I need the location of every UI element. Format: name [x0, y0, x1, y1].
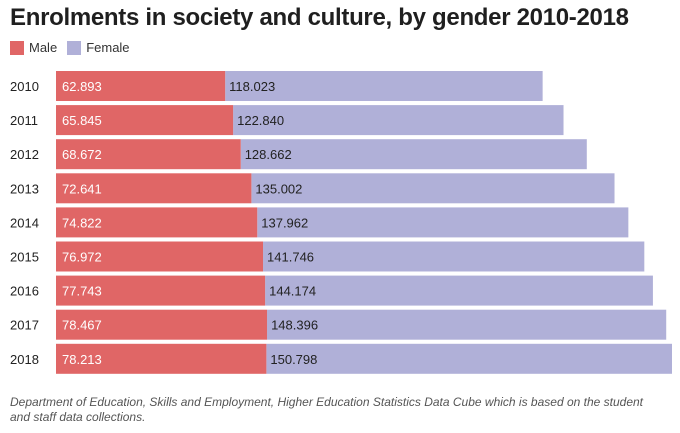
legend: Male Female — [10, 40, 140, 55]
data-label-male: 72.641 — [62, 181, 102, 196]
bar-male — [56, 207, 258, 238]
category-label: 2013 — [10, 181, 39, 196]
bar-female — [233, 105, 564, 136]
data-label-female: 137.962 — [261, 215, 308, 230]
bar-male — [56, 275, 266, 306]
data-label-male: 74.822 — [62, 215, 102, 230]
bar-male — [56, 173, 252, 204]
bar-female — [267, 309, 667, 340]
data-label-male: 78.467 — [62, 318, 102, 333]
data-label-male: 76.972 — [62, 250, 102, 265]
data-label-female: 144.174 — [269, 284, 316, 299]
bar-male — [56, 105, 234, 136]
data-label-female: 118.023 — [229, 79, 275, 94]
legend-label-female: Female — [86, 40, 130, 55]
category-label: 2011 — [10, 113, 38, 128]
data-label-female: 135.002 — [255, 181, 302, 196]
data-label-female: 148.396 — [271, 318, 318, 333]
bar-male — [56, 309, 268, 340]
bar-male — [56, 241, 264, 272]
category-label: 2010 — [10, 79, 39, 94]
bar-female — [265, 275, 653, 306]
data-label-male: 68.672 — [62, 147, 102, 162]
data-label-male: 77.743 — [62, 284, 102, 299]
legend-swatch-female — [67, 40, 82, 55]
bar-female — [257, 207, 629, 238]
category-label: 2012 — [10, 147, 39, 162]
bar-female — [251, 173, 615, 204]
source-note: Department of Education, Skills and Empl… — [10, 395, 644, 424]
bar-female — [263, 241, 645, 272]
data-label-female: 150.798 — [270, 352, 317, 367]
bar-female — [225, 71, 543, 101]
data-label-male: 62.893 — [62, 79, 102, 94]
bar-male — [56, 139, 241, 170]
bar-female — [240, 139, 587, 170]
data-label-female: 141.746 — [267, 250, 314, 265]
category-label: 2017 — [10, 318, 39, 333]
bar-male — [56, 343, 267, 374]
category-label: 2015 — [10, 250, 39, 265]
chart-title: Enrolments in society and culture, by ge… — [10, 4, 629, 31]
category-label: 2018 — [10, 352, 39, 367]
legend-swatch-male — [10, 40, 24, 55]
category-label: 2014 — [10, 215, 39, 230]
category-label: 2016 — [10, 284, 39, 299]
data-label-female: 128.662 — [245, 147, 292, 162]
legend-item-female: Female — [67, 40, 130, 55]
bar-male — [56, 71, 226, 101]
bar-female — [266, 343, 672, 374]
data-label-female: 122.840 — [237, 113, 284, 128]
data-label-male: 78.213 — [62, 352, 102, 367]
data-label-male: 65.845 — [62, 113, 102, 128]
legend-item-male: Male — [10, 40, 57, 55]
legend-label-male: Male — [29, 40, 58, 55]
